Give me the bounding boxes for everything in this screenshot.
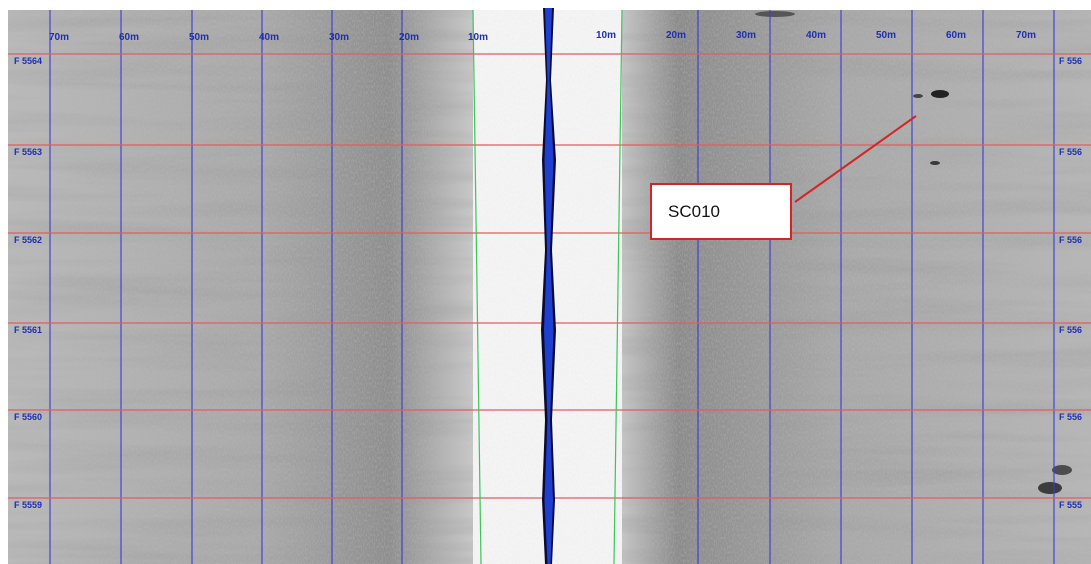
callout-leader-line	[794, 115, 917, 203]
nadir-line	[541, 8, 556, 564]
range-label-starboard-7: 70m	[1016, 30, 1036, 41]
fix-label-port-5: F 5560	[14, 412, 42, 422]
fix-label-starboard-6: F 555	[1059, 500, 1082, 510]
fix-label-starboard-4: F 556	[1059, 325, 1082, 335]
fix-label-port-3: F 5562	[14, 235, 42, 245]
starboard-nadir-guide	[613, 9, 623, 564]
fix-label-port-1: F 5564	[14, 56, 42, 66]
target-callout-label: SC010	[668, 201, 720, 221]
range-label-port-1: 70m	[49, 32, 69, 43]
fix-label-starboard-5: F 556	[1059, 412, 1082, 422]
range-label-port-7: 10m	[468, 32, 488, 43]
seabed-targets	[755, 11, 1072, 494]
range-label-starboard-4: 40m	[806, 30, 826, 41]
starboard-channel	[622, 10, 1091, 564]
range-label-starboard-6: 60m	[946, 30, 966, 41]
range-label-starboard-5: 50m	[876, 30, 896, 41]
range-label-port-2: 60m	[119, 32, 139, 43]
fix-label-starboard-3: F 556	[1059, 235, 1082, 245]
target-callout: SC010	[650, 183, 792, 240]
range-label-port-4: 40m	[259, 32, 279, 43]
range-lines	[49, 10, 1055, 564]
fix-label-starboard-2: F 556	[1059, 147, 1082, 157]
fix-label-starboard-1: F 556	[1059, 56, 1082, 66]
fix-label-port-4: F 5561	[14, 325, 42, 335]
port-nadir-guide	[472, 9, 482, 564]
range-labels: 70m 60m 50m 40m 30m 20m 10m 10m 20m 30m 40m 50m 60m 7…	[49, 30, 1036, 43]
fix-label-port-2: F 5563	[14, 147, 42, 157]
port-channel	[8, 10, 473, 564]
range-label-port-5: 30m	[329, 32, 349, 43]
range-label-port-3: 50m	[189, 32, 209, 43]
range-label-port-6: 20m	[399, 32, 419, 43]
fix-labels: F 5564 F 5563 F 5562 F 5561 F 5560 F 5559 F 55…	[14, 56, 1082, 510]
range-label-starboard-1: 10m	[596, 30, 616, 41]
range-label-starboard-2: 20m	[666, 30, 686, 41]
fix-label-port-6: F 5559	[14, 500, 42, 510]
range-label-starboard-3: 30m	[736, 30, 756, 41]
